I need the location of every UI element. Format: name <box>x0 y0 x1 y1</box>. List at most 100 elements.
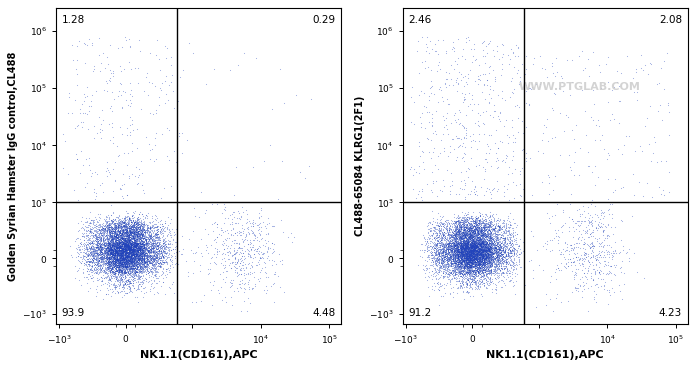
Point <box>182 273 193 279</box>
Point <box>470 261 481 267</box>
Point <box>593 222 604 227</box>
Point <box>459 245 470 251</box>
Point <box>129 237 140 243</box>
Point <box>111 262 122 268</box>
Point <box>486 250 497 255</box>
Point <box>515 250 526 255</box>
Point <box>450 272 461 277</box>
Point <box>447 240 458 246</box>
Point <box>478 259 489 265</box>
Point <box>647 151 658 156</box>
Point <box>475 239 487 245</box>
Point <box>102 250 113 256</box>
Point <box>477 259 489 265</box>
Point <box>469 252 480 258</box>
Point <box>457 250 468 256</box>
Point <box>124 245 135 251</box>
Point <box>603 268 614 273</box>
Point <box>452 218 464 224</box>
Point <box>149 261 160 266</box>
Point <box>503 231 514 237</box>
Point <box>462 241 473 247</box>
Point <box>457 245 468 251</box>
Point <box>79 254 90 259</box>
Point <box>129 273 140 279</box>
Point <box>99 254 110 260</box>
Point <box>452 254 464 260</box>
Point <box>120 232 132 238</box>
Point <box>466 178 477 184</box>
Point <box>466 243 477 248</box>
Point <box>102 214 113 220</box>
Point <box>121 243 132 249</box>
Point <box>473 252 484 258</box>
Point <box>484 279 496 284</box>
Point <box>134 256 145 262</box>
Point <box>492 240 503 246</box>
Point <box>445 270 456 276</box>
Point <box>480 244 491 250</box>
Point <box>451 218 462 224</box>
Point <box>137 213 148 219</box>
Point <box>489 253 500 259</box>
Point <box>81 242 92 248</box>
Point <box>595 277 606 283</box>
Point <box>482 222 493 227</box>
Point <box>139 235 150 241</box>
Point <box>112 258 123 264</box>
Point <box>613 83 624 89</box>
Point <box>487 238 498 244</box>
Point <box>457 268 468 274</box>
Point <box>498 243 509 249</box>
Point <box>470 251 481 256</box>
Point <box>232 265 243 271</box>
Point <box>92 256 103 262</box>
Point <box>117 264 128 270</box>
Point <box>482 250 493 256</box>
Point <box>81 254 92 259</box>
Point <box>83 245 94 251</box>
Point <box>112 246 123 252</box>
Point <box>109 244 120 250</box>
Point <box>464 214 475 220</box>
Point <box>461 264 472 270</box>
Point <box>465 268 476 274</box>
Point <box>505 242 516 248</box>
Point <box>465 259 476 265</box>
Point <box>491 234 502 240</box>
Point <box>253 222 264 228</box>
Point <box>106 247 117 253</box>
Point <box>576 274 587 280</box>
Point <box>473 230 484 236</box>
Point <box>450 243 461 249</box>
Point <box>484 236 496 242</box>
Point <box>117 88 128 93</box>
Point <box>90 249 101 255</box>
Point <box>116 232 127 238</box>
Point <box>455 241 466 247</box>
Point <box>110 283 121 289</box>
Point <box>120 275 131 281</box>
Point <box>470 243 481 248</box>
Point <box>266 241 277 247</box>
Point <box>121 233 132 239</box>
Point <box>568 224 579 230</box>
Point <box>127 247 139 253</box>
Point <box>474 243 485 249</box>
Point <box>454 259 466 265</box>
Point <box>111 256 122 262</box>
Point <box>435 250 446 256</box>
Point <box>484 227 496 233</box>
Point <box>101 230 112 236</box>
Point <box>141 252 152 258</box>
Point <box>109 290 120 296</box>
Point <box>475 247 487 253</box>
Point <box>112 267 123 273</box>
Point <box>640 62 651 68</box>
Point <box>104 217 115 223</box>
Point <box>496 251 507 257</box>
Point <box>113 244 124 250</box>
Point <box>117 254 128 259</box>
Point <box>468 217 479 223</box>
Point <box>127 252 139 258</box>
